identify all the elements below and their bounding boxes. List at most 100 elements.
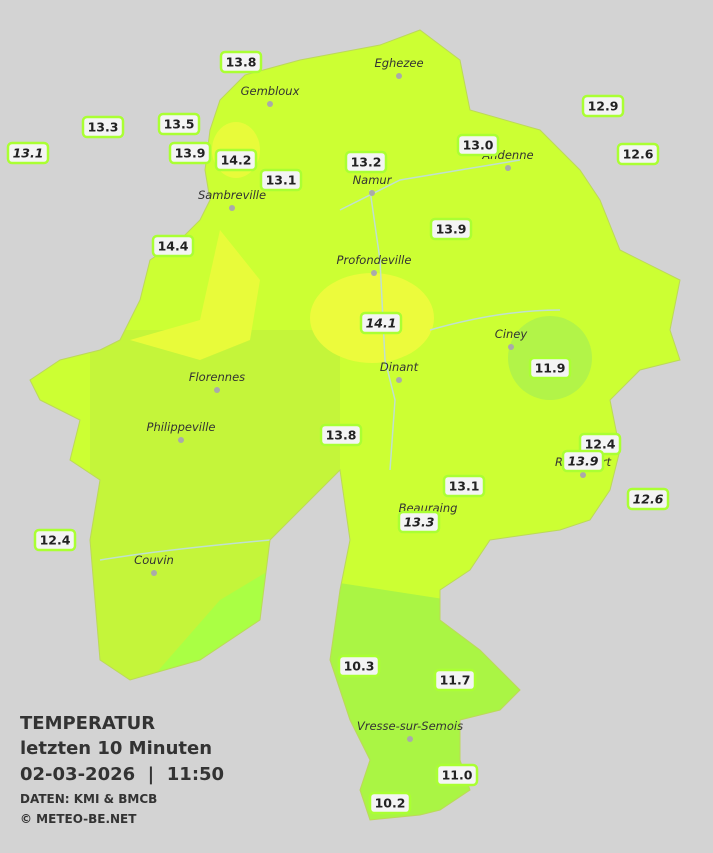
city-dot [407, 736, 413, 742]
station: 14.2 [214, 148, 258, 172]
city-dot [396, 377, 402, 383]
station-box [397, 510, 441, 534]
station: 10.2 [368, 791, 412, 815]
station-value: 13.1 [266, 173, 297, 188]
station: 13.8 [319, 423, 363, 447]
city-label: Sambreville [198, 188, 266, 202]
station-box [435, 763, 479, 787]
city-label: Couvin [134, 553, 174, 567]
station-value: 13.9 [436, 222, 467, 237]
station-value: 13.9 [568, 454, 599, 469]
city-dot [371, 270, 377, 276]
station-box [319, 423, 363, 447]
station: 11.7 [433, 668, 477, 692]
info-source: DATEN: KMI & BMCB [20, 792, 157, 806]
station-value: 12.6 [633, 492, 664, 507]
city-label: Vresse-sur-Semois [357, 719, 463, 733]
station: 12.4 [33, 528, 77, 552]
station-box [429, 217, 473, 241]
station-box [581, 94, 625, 118]
city-label: Profondeville [337, 253, 412, 267]
info-title: TEMPERATUR [20, 713, 155, 734]
station: 11.0 [435, 763, 479, 787]
info-period: letzten 10 Minuten [20, 738, 212, 759]
station-box [442, 474, 486, 498]
info-panel: TEMPERATUR letzten 10 Minuten 02-03-2026… [20, 713, 224, 826]
stations: 13.8 13.3 13.5 13.1 13.9 14.2 13.1 13.2 13.0 12.9… [6, 50, 670, 815]
station-box [528, 356, 572, 380]
station: 12.6 [626, 487, 670, 511]
station-box [168, 141, 212, 165]
station: 10.3 [337, 654, 381, 678]
station-box [219, 50, 263, 74]
station-value: 11.0 [442, 768, 473, 783]
station-value: 13.5 [164, 117, 195, 132]
station-value: 12.4 [40, 533, 71, 548]
station-box [626, 487, 670, 511]
station: 13.1 [442, 474, 486, 498]
station: 13.9 [561, 449, 605, 473]
station: 14.1 [359, 311, 403, 335]
station-value: 13.2 [351, 155, 382, 170]
station-value: 13.0 [463, 138, 494, 153]
station-value: 12.9 [588, 99, 619, 114]
station-box [616, 142, 660, 166]
station-box [344, 150, 388, 174]
station-box [214, 148, 258, 172]
station: 11.9 [528, 356, 572, 380]
station: 13.0 [456, 133, 500, 157]
city-dot [396, 73, 402, 79]
station-box [151, 234, 195, 258]
station-box [33, 528, 77, 552]
station-value: 14.1 [366, 316, 397, 331]
station-box [456, 133, 500, 157]
station-value: 12.6 [623, 147, 654, 162]
station-value: 13.9 [175, 146, 206, 161]
station: 13.3 [397, 510, 441, 534]
station-value: 10.2 [375, 796, 406, 811]
station-box [81, 115, 125, 139]
station-box [359, 311, 403, 335]
station-value: 11.9 [535, 361, 566, 376]
station: 13.1 [259, 168, 303, 192]
station-box [368, 791, 412, 815]
station-value: 13.3 [404, 515, 435, 530]
city-dot [214, 387, 220, 393]
station-box [561, 449, 605, 473]
city-label: Philippeville [147, 420, 216, 434]
city-dot [505, 165, 511, 171]
station: 12.6 [616, 142, 660, 166]
city-dot [508, 344, 514, 350]
station-box [433, 668, 477, 692]
station-value: 13.1 [449, 479, 480, 494]
station-box [157, 112, 201, 136]
station: 14.4 [151, 234, 195, 258]
city-label: Gembloux [241, 84, 300, 98]
station-value: 12.4 [585, 437, 616, 452]
station: 13.9 [429, 217, 473, 241]
station-box [6, 141, 50, 165]
city-label: Eghezee [374, 56, 423, 70]
station: 13.3 [81, 115, 125, 139]
city-dot [580, 472, 586, 478]
city-label: Dinant [380, 360, 419, 374]
station: 13.5 [157, 112, 201, 136]
station-value: 13.8 [226, 55, 257, 70]
info-datetime: 02-03-2026 | 11:50 [20, 764, 224, 785]
station-value: 13.1 [13, 146, 44, 161]
city-dot [151, 570, 157, 576]
station-value: 10.3 [344, 659, 375, 674]
station-box [337, 654, 381, 678]
city-label: Ciney [495, 327, 528, 341]
station: 13.9 [168, 141, 212, 165]
station-value: 14.4 [158, 239, 189, 254]
city-dot [229, 205, 235, 211]
station: 13.2 [344, 150, 388, 174]
station: 13.8 [219, 50, 263, 74]
info-copyright: © METEO-BE.NET [20, 812, 137, 826]
city-dot [267, 101, 273, 107]
station-box [259, 168, 303, 192]
station-value: 13.8 [326, 428, 357, 443]
station-value: 14.2 [221, 153, 252, 168]
